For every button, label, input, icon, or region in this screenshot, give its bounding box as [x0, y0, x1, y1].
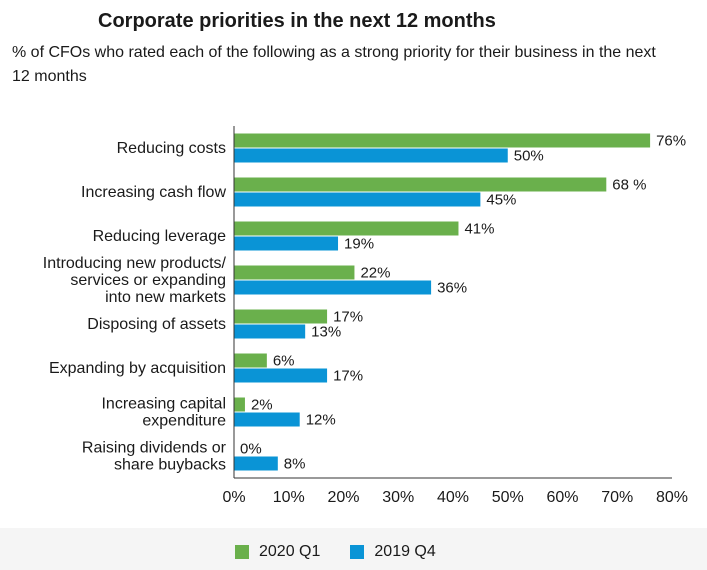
category-label: Raising dividends or share buybacks: [82, 440, 227, 474]
x-tick-label: 10%: [273, 489, 305, 506]
bar-2019-q4: [234, 368, 328, 383]
data-label: 68 %: [612, 177, 646, 194]
legend-label-2020-q1: 2020 Q1: [259, 543, 321, 560]
data-label: 6%: [273, 353, 295, 370]
x-tick-label: 30%: [382, 489, 414, 506]
bar-2019-q4: [234, 280, 432, 295]
legend-item-2020-q1: 2020 Q1: [235, 543, 320, 561]
x-tick-label: 0%: [222, 489, 245, 506]
bar-2020-q1: [234, 133, 651, 148]
data-label: 17%: [333, 309, 363, 326]
data-label: 41%: [464, 221, 494, 238]
category-label: Increasing capital expenditure: [101, 396, 226, 430]
data-label: 19%: [344, 236, 374, 253]
data-label: 17%: [333, 368, 363, 385]
category-label: Introducing new products/services or exp…: [43, 255, 227, 306]
legend-label-2019-q4: 2019 Q4: [374, 543, 436, 560]
category-label: Disposing of assets: [87, 316, 226, 333]
bar-2020-q1: [234, 265, 355, 280]
legend: 2020 Q1 2019 Q4: [235, 543, 436, 561]
chart-subtitle: % of CFOs who rated each of the followin…: [12, 44, 656, 85]
bar-2019-q4: [234, 324, 306, 339]
bar-2019-q4: [234, 456, 278, 471]
bar-2020-q1: [234, 177, 607, 192]
data-label: 45%: [486, 192, 516, 209]
data-label: 50%: [514, 148, 544, 165]
bar-2020-q1: [234, 353, 267, 368]
bar-2020-q1: [234, 309, 328, 324]
bar-2019-q4: [234, 412, 300, 427]
data-label: 36%: [437, 280, 467, 297]
data-label: 12%: [306, 412, 336, 429]
legend-swatch-2020-q1: [235, 545, 249, 559]
data-label: 13%: [311, 324, 341, 341]
data-label: 2%: [251, 397, 273, 414]
bar-2019-q4: [234, 192, 481, 207]
x-tick-label: 20%: [327, 489, 359, 506]
data-label: 22%: [360, 265, 390, 282]
x-tick-label: 70%: [601, 489, 633, 506]
category-label: Increasing cash flow: [81, 184, 226, 201]
x-tick-label: 50%: [492, 489, 524, 506]
data-label: 0%: [240, 441, 262, 458]
data-label: 76%: [656, 133, 686, 150]
bar-2020-q1: [234, 221, 459, 236]
legend-swatch-2019-q4: [350, 545, 365, 559]
bar-chart: Reducing costs 76% 50% Increasing cash flow…: [43, 126, 688, 506]
bar-2019-q4: [234, 148, 508, 163]
legend-item-2019-q4: 2019 Q4: [350, 543, 436, 561]
bar-2020-q1: [234, 397, 245, 412]
category-label: Expanding by acquisition: [49, 360, 226, 377]
category-label: Reducing costs: [117, 140, 226, 157]
x-tick-label: 40%: [437, 489, 469, 506]
bar-2019-q4: [234, 236, 339, 251]
category-label: Reducing leverage: [93, 228, 227, 245]
chart-title: Corporate priorities in the next 12 mont…: [98, 10, 496, 32]
x-tick-label: 80%: [656, 489, 688, 506]
x-tick-label: 60%: [546, 489, 578, 506]
data-label: 8%: [284, 456, 306, 473]
